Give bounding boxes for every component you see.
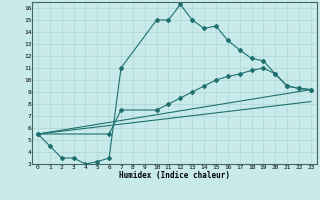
X-axis label: Humidex (Indice chaleur): Humidex (Indice chaleur) (119, 171, 230, 180)
